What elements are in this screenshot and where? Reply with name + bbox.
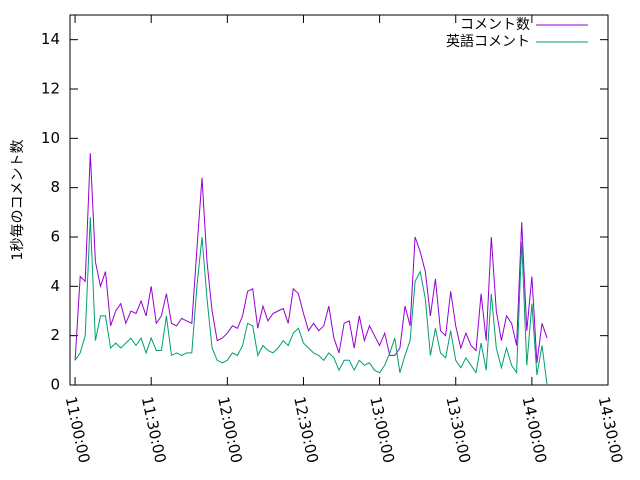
y-axis-label: 1秒毎のコメント数 [10,140,26,261]
y-tick-label: 2 [50,326,60,344]
y-tick-label: 4 [50,277,60,295]
plot-border [69,14,609,386]
y-tick-label: 8 [50,178,60,196]
y-tick-label: 12 [41,80,60,98]
data-line [74,153,548,363]
data-line [74,217,548,386]
y-tick-label: 10 [41,129,60,147]
legend-label: 英語コメント [446,33,530,50]
y-tick-label: 14 [41,30,60,48]
y-tick-label: 6 [50,228,60,246]
legend-label: コメント数 [460,17,530,33]
y-tick-label: 0 [50,376,60,394]
